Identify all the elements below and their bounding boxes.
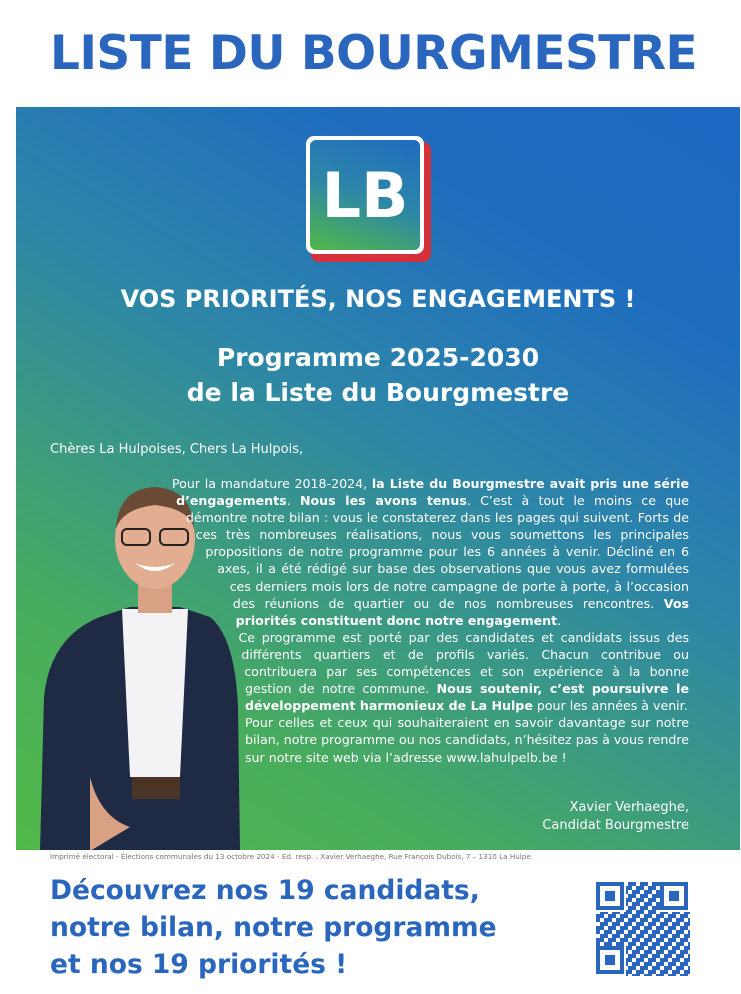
bold-text: Nous les avons tenus: [299, 493, 467, 509]
signature: Xavier Verhaeghe, Candidat Bourgmestre: [542, 799, 689, 835]
text: Pour celles et ceux qui souhaiteraient e…: [245, 715, 689, 765]
imprint: Imprimé électoral - Élections communales…: [50, 852, 534, 861]
paragraph: Ce programme est porté par des candidate…: [50, 629, 689, 714]
candidate-photo: [40, 487, 240, 850]
program-title: Programme 2025-2030 de la Liste du Bourg…: [16, 340, 740, 410]
text: .: [286, 493, 300, 509]
paragraphs: Pour la mandature 2018-2024, la Liste du…: [50, 475, 689, 766]
text: Pour la mandature 2018-2024,: [172, 476, 372, 491]
greeting: Chères La Hulpoises, Chers La Hulpois,: [50, 442, 304, 457]
header-title: LISTE DU BOURGMESTRE: [50, 26, 698, 81]
footer-line: notre bilan, notre programme: [50, 912, 497, 943]
main-panel: LB VOS PRIORITÉS, NOS ENGAGEMENTS ! Prog…: [16, 107, 740, 850]
bold-text: la Liste du Bourgmestre avait pris une s…: [176, 476, 690, 509]
footer-line: Découvrez nos 19 candidats,: [50, 875, 480, 906]
letter-body: Pour la mandature 2018-2024, la Liste du…: [50, 475, 689, 850]
headline: VOS PRIORITÉS, NOS ENGAGEMENTS !: [120, 285, 636, 313]
qr-code[interactable]: [596, 882, 690, 976]
logo-text: LB: [310, 140, 420, 250]
signature-name: Xavier Verhaeghe,: [569, 800, 689, 815]
header: LISTE DU BOURGMESTRE: [0, 0, 741, 106]
footer-callout: Découvrez nos 19 candidats, notre bilan, …: [50, 872, 497, 983]
text: .: [557, 612, 562, 628]
bold-text: Vos priorités constituent donc notre eng…: [235, 595, 689, 628]
text: pour les années à venir.: [532, 698, 688, 714]
program-line: de la Liste du Bourgmestre: [186, 378, 570, 407]
bold-text: Nous soutenir, c’est poursuivre le dével…: [245, 681, 689, 714]
text: Ce programme est porté par des candidate…: [238, 629, 689, 697]
program-line: Programme 2025-2030: [216, 343, 540, 372]
footer-line: et nos 19 priorités !: [50, 949, 348, 980]
paragraph: Pour la mandature 2018-2024, la Liste du…: [50, 475, 689, 629]
text: . C’est à tout le moins ce que démontre …: [185, 493, 689, 611]
paragraph: Pour celles et ceux qui souhaiteraient e…: [50, 714, 689, 765]
logo: LB: [306, 136, 431, 262]
signature-role: Candidat Bourgmestre: [542, 818, 689, 833]
